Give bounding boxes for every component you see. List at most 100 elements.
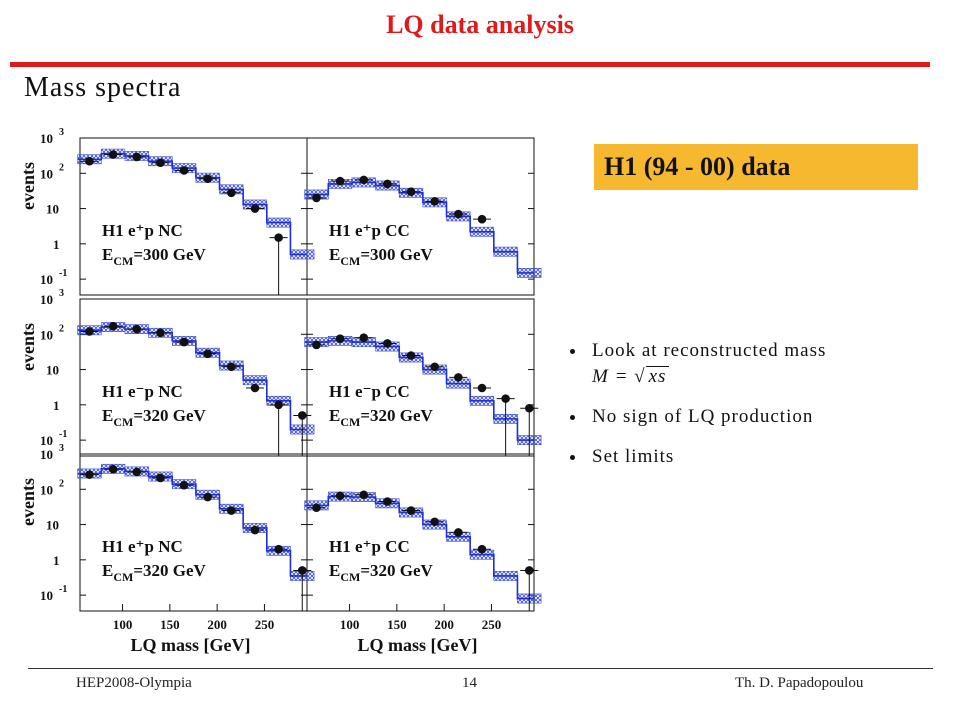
x-tick-label: 250 [255,617,275,632]
y-tick-label: 10 [40,272,53,287]
data-point [524,566,534,575]
data-point [359,175,369,185]
data-point [477,383,487,393]
y-tick-label: 10 [46,518,59,533]
y-tick-label: 10 [40,292,53,307]
data-point [203,174,212,184]
y-tick-label: 10 [40,131,53,146]
data-point [179,337,189,347]
y-tick-exponent: -1 [59,584,67,595]
data-point [501,394,510,403]
y-tick-label: 1 [53,237,60,252]
data-point [132,152,142,162]
mc-expectation-line [304,495,534,600]
data-point [203,349,212,359]
bullet-icon [570,349,575,354]
title-divider [10,62,930,67]
x-tick-label: 100 [113,617,133,632]
x-tick-label: 100 [340,617,360,632]
panel-label: H1 e⁻p CC [329,382,410,401]
data-point [312,340,321,350]
y-tick-label: 10 [40,482,53,497]
data-point [156,328,165,338]
y-tick-label: 10 [40,166,53,181]
data-point [383,339,392,348]
data-point [132,324,142,334]
y-tick-exponent: -1 [59,429,67,440]
data-point [430,197,439,206]
data-point [430,517,439,527]
y-tick-label: 10 [40,327,53,342]
mc-expectation-line [77,468,307,577]
data-point [227,188,236,198]
panel-frame [79,453,308,612]
footer-author: Th. D. Papadopoulou [735,675,864,691]
panel-energy-label: ECM=320 GeV [329,561,434,584]
y-tick-exponent: -1 [59,268,67,279]
y-axis-label: events [18,162,38,210]
data-period-label: H1 (94 - 00) data [604,152,791,181]
section-heading: Mass spectra [24,72,182,103]
y-tick-label: 10 [46,363,59,378]
panel-label: H1 e⁻p NC [102,382,183,401]
data-point [156,473,165,483]
panel-label: H1 e⁺p NC [102,221,183,240]
y-tick-exponent: 3 [59,443,64,454]
data-point [108,464,118,474]
mc-expectation-line [304,181,534,274]
panel-frame [306,298,535,457]
panel-energy-label: ECM=300 GeV [329,245,434,268]
data-point [430,362,439,372]
panel-label: H1 e⁺p NC [102,537,183,556]
formula-radicand: xs [645,366,670,387]
y-axis-label: events [18,323,38,371]
data-point [359,490,369,500]
data-point [85,327,94,336]
x-tick-label: 250 [482,617,502,632]
x-tick-label: 200 [207,617,227,632]
data-point [524,403,534,413]
data-point [179,166,189,175]
data-point [335,176,345,186]
data-point [312,193,321,203]
bullet-text: Look at reconstructed mass [592,340,827,361]
y-tick-exponent: 2 [59,478,64,489]
panel-frame [306,137,535,296]
data-point [108,150,118,159]
mc-expectation-line [77,326,307,431]
data-point [227,362,236,372]
data-point [454,209,463,219]
panel-energy-label: ECM=300 GeV [102,245,207,268]
y-tick-label: 10 [40,447,53,462]
bullet-item: Look at reconstructed mass M = √ xs [568,338,948,390]
bullet-text: No sign of LQ production [592,406,814,427]
data-point [297,411,307,420]
data-point [335,491,345,501]
panel-label: H1 e⁺p CC [329,537,410,556]
mc-expectation-line [77,152,307,256]
x-tick-label: 150 [160,617,180,632]
data-period-box: H1 (94 - 00) data [594,144,918,190]
bullet-item: No sign of LQ production [568,404,948,430]
y-tick-label: 1 [53,398,60,413]
data-point [406,351,416,360]
x-axis-label: LQ mass [GeV] [131,635,251,655]
data-point [274,544,283,554]
bullet-item: Set limits [568,444,948,470]
data-point [274,400,283,410]
footer-event: HEP2008-Olympia [76,675,192,691]
data-point [383,179,392,189]
data-point [85,156,94,166]
bullet-list: Look at reconstructed mass M = √ xs No si… [568,338,948,484]
y-tick-label: 1 [53,553,60,568]
footer-divider [28,668,933,669]
mc-expectation-line [304,340,534,441]
data-point [274,233,283,242]
bullet-text: Set limits [592,446,675,467]
y-tick-exponent: 2 [59,323,64,334]
data-point [454,528,463,537]
data-point [406,187,416,197]
data-point [250,525,260,535]
footer-page-number: 14 [462,675,477,691]
